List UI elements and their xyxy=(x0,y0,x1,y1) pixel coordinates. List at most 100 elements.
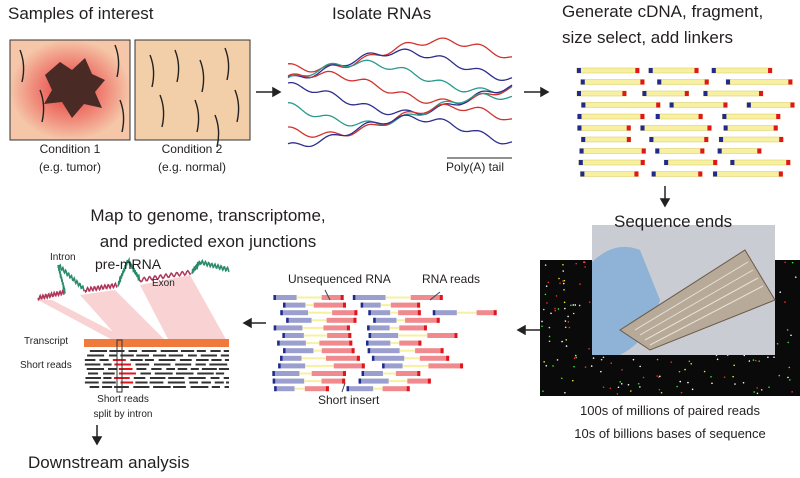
short-read xyxy=(99,359,109,361)
linker-blue xyxy=(278,363,281,369)
cluster-dot xyxy=(579,283,581,285)
cluster-dot xyxy=(620,382,623,385)
linker-red xyxy=(454,333,458,338)
short-read xyxy=(118,372,136,375)
linker-blue xyxy=(640,125,645,131)
unsequenced-insert xyxy=(390,342,400,345)
cluster-dot xyxy=(545,285,548,287)
cluster-dot xyxy=(557,308,560,310)
cluster-dot xyxy=(573,357,576,359)
cluster-dot xyxy=(584,266,586,268)
linker-red xyxy=(773,125,778,131)
unsequenced-insert xyxy=(388,380,408,383)
short-read xyxy=(173,386,186,388)
linker-red xyxy=(700,148,705,154)
condition2-note: (e.g. normal) xyxy=(157,160,227,174)
linker-red xyxy=(786,160,791,165)
unsequenced-insert xyxy=(311,319,327,322)
cdna-fragment xyxy=(712,171,784,177)
cdna-title-line1: Generate cDNA, fragment, xyxy=(562,2,764,21)
linker-red xyxy=(351,348,355,354)
linker-blue xyxy=(283,348,286,354)
condition1-label: Condition 1 xyxy=(39,142,101,156)
cluster-dot xyxy=(716,358,719,361)
cluster-dot xyxy=(592,357,595,359)
cdna-fragment xyxy=(581,136,632,143)
cluster-dot xyxy=(627,383,630,386)
linker-blue xyxy=(282,302,286,308)
normal-sample-box xyxy=(134,39,251,141)
cluster-dot xyxy=(559,282,561,285)
cluster-dot xyxy=(732,375,734,378)
linker-blue xyxy=(273,325,277,331)
rna-strand xyxy=(287,48,513,82)
cluster-dot xyxy=(568,326,571,329)
cluster-dot xyxy=(578,304,581,307)
cdna-fragment xyxy=(580,79,645,85)
linker-blue xyxy=(274,386,277,392)
linker-red xyxy=(704,79,709,85)
cdna-fragment xyxy=(746,102,795,108)
short-read xyxy=(160,350,178,352)
linker-red xyxy=(640,114,645,119)
cluster-dot xyxy=(755,359,757,362)
sequence-title: Sequence ends xyxy=(614,212,733,231)
premrna-segment xyxy=(139,269,192,283)
cdna-fragment xyxy=(663,159,718,166)
linker-blue xyxy=(576,91,581,96)
linker-red xyxy=(684,91,689,96)
cluster-dot xyxy=(600,370,602,373)
short-read xyxy=(201,368,217,370)
linker-blue xyxy=(655,114,660,119)
cluster-dot xyxy=(621,369,623,371)
cluster-dot xyxy=(776,342,779,345)
cluster-dot xyxy=(676,385,678,388)
read-2 xyxy=(399,340,422,346)
exon-projection xyxy=(38,300,135,343)
short-read xyxy=(223,377,229,379)
read-2 xyxy=(313,302,346,308)
linker-red xyxy=(776,114,781,119)
cdna-fragment xyxy=(651,171,703,177)
linker-blue xyxy=(277,340,280,346)
linker-red xyxy=(640,79,645,85)
cluster-dot xyxy=(753,391,755,393)
transcript-label: Transcript xyxy=(24,336,69,347)
split-reads-line2: split by intron xyxy=(93,409,153,420)
unsequenced-insert xyxy=(294,387,305,390)
cdna-fragment xyxy=(580,171,639,177)
short-read xyxy=(175,363,192,366)
read-2 xyxy=(327,333,352,338)
read-1 xyxy=(346,386,374,392)
linker-red xyxy=(641,148,646,154)
read-2 xyxy=(319,340,353,346)
linker-red xyxy=(342,302,346,308)
short-read xyxy=(197,372,214,375)
linker-red xyxy=(349,340,353,346)
cluster-dot xyxy=(583,261,586,264)
cdna-fragment xyxy=(648,67,699,74)
cluster-dot xyxy=(575,262,578,265)
unsequenced-insert xyxy=(304,380,322,383)
read-1 xyxy=(274,386,295,392)
cluster-dot xyxy=(572,304,575,306)
linker-blue xyxy=(722,114,727,119)
short-read xyxy=(225,381,229,384)
sequence-caption-line1: 100s of millions of paired reads xyxy=(580,403,760,418)
short-read xyxy=(84,381,99,384)
linker-blue xyxy=(346,386,350,392)
short-read xyxy=(214,381,224,384)
linker-red xyxy=(427,378,431,384)
hair xyxy=(114,44,120,78)
short-read xyxy=(168,377,185,379)
cluster-dot xyxy=(790,334,792,337)
read-2 xyxy=(419,355,450,361)
read-2 xyxy=(323,325,350,331)
linker-blue xyxy=(711,68,716,73)
read-1 xyxy=(368,333,399,338)
cluster-dot xyxy=(565,345,568,347)
linker-blue xyxy=(669,102,674,108)
linker-red xyxy=(348,333,352,338)
short-read xyxy=(87,354,105,357)
cluster-dot xyxy=(619,381,621,383)
